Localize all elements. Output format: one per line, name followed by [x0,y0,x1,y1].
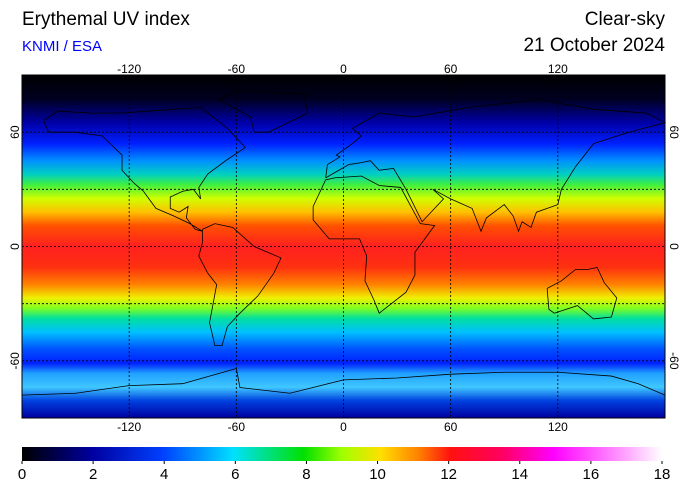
lon-label-bottom: 0 [340,420,347,434]
coastline [312,175,436,314]
lon-label-top: -120 [117,62,141,76]
lon-label-top: 60 [444,62,458,76]
coastline [198,223,282,346]
colorbar-label: 16 [583,466,600,483]
condition: Clear-sky [585,9,666,30]
lat-label-right: -60 [667,352,681,370]
colorbar-label: 12 [440,466,457,483]
lon-label-bottom: 60 [444,420,458,434]
colorbar-label: 18 [654,466,671,483]
lon-label-top: 120 [548,62,568,76]
graticule [22,75,665,418]
lat-label-right: 0 [667,243,681,250]
tick-labels: -120 -120 -60 -60 0 0 60 60 120 120 60 60 0 0 -60 -60 0 2… [8,62,681,483]
colorbar-label: 14 [511,466,528,483]
colorbar [22,447,662,461]
colorbar-label: 2 [89,466,97,483]
coastline [325,99,667,233]
lat-label-left: 0 [8,243,22,250]
colorbar-label: 6 [231,466,239,483]
coastline [217,89,309,133]
lon-label-bottom: 120 [548,420,568,434]
colorbar-label: 8 [302,466,310,483]
coastline [546,267,618,320]
coastline [43,106,246,232]
credit: KNMI / ESA [22,38,102,55]
lon-label-top: 0 [340,62,347,76]
lon-label-bottom: -120 [117,420,141,434]
colorbar-label: 0 [18,466,26,483]
colorbar-label: 4 [160,466,168,483]
lat-label-left: 60 [8,125,22,139]
map-frame [21,74,666,419]
title: Erythemal UV index [22,9,190,30]
lon-label-top: -60 [228,62,246,76]
date: 21 October 2024 [523,35,665,56]
lon-label-bottom: -60 [228,420,246,434]
lat-label-right: 60 [667,125,681,139]
lat-label-left: -60 [8,352,22,370]
colorbar-label: 10 [369,466,386,483]
